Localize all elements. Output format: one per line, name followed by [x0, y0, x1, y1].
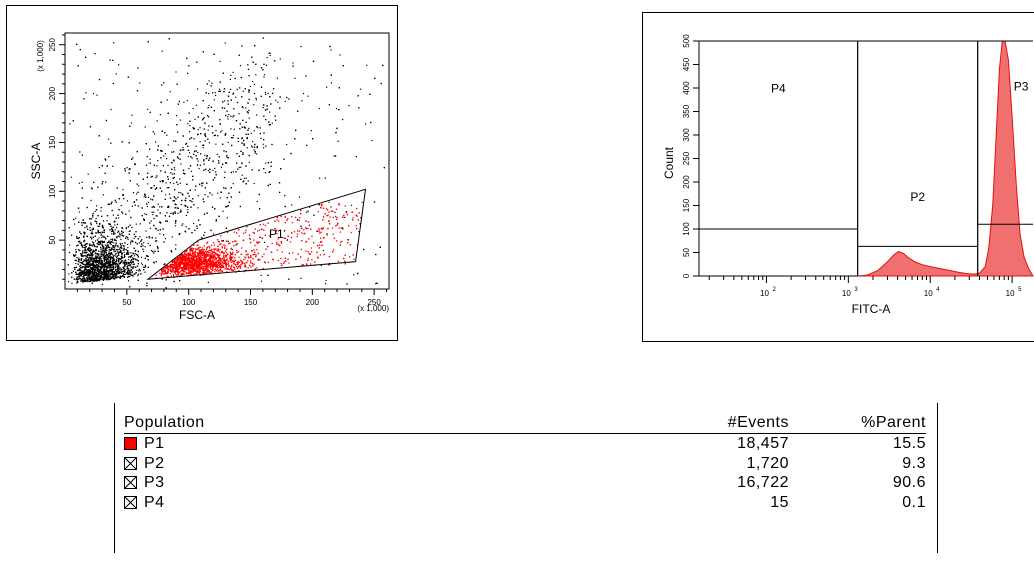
y-scale-note: (x 1,000)	[36, 40, 45, 72]
parent-percent: 90.6	[789, 473, 926, 493]
y-tick-label: 50	[682, 248, 691, 257]
y-tick-label: 150	[682, 198, 691, 212]
population-statistics-table: Population #Events %Parent P1 18,457 15.…	[114, 403, 939, 563]
x-tick-exponent: 5	[1018, 287, 1022, 293]
x-axis-label: FITC-A	[852, 302, 891, 316]
y-tick-label: 250	[682, 151, 691, 165]
x-tick-exponent: 3	[854, 287, 858, 293]
y-tick-label: 50	[48, 235, 57, 244]
y-tick-label: 100	[48, 184, 57, 198]
population-name: P3	[144, 474, 165, 491]
population-name: P2	[144, 455, 165, 472]
population-color-swatch	[124, 437, 137, 450]
x-tick-exponent: 2	[772, 287, 776, 293]
table-row: P1 18,457 15.5	[124, 434, 926, 454]
x-tick-label: 100	[182, 298, 196, 307]
y-tick-label: 200	[682, 175, 691, 189]
y-tick-label: 0	[682, 273, 691, 278]
y-axis-label: Count	[662, 146, 676, 179]
gate-p1-label: P1	[269, 227, 284, 241]
y-tick-label: 450	[682, 57, 691, 71]
population-crossed-swatch	[124, 457, 137, 470]
y-tick-label: 200	[48, 86, 57, 100]
population-name: P4	[144, 494, 165, 511]
x-tick-label: 150	[244, 298, 258, 307]
x-tick-exponent: 4	[936, 287, 940, 293]
x-tick-label: 10	[924, 289, 933, 298]
y-tick-label: 300	[682, 128, 691, 142]
gate-p3-label: P3	[1014, 79, 1029, 93]
y-axis-label: SSC-A	[29, 143, 43, 180]
scatter-plot-frame	[65, 33, 389, 289]
events-count: 18,457	[424, 434, 789, 454]
table-header-row: Population #Events %Parent	[124, 411, 926, 434]
x-scale-note: (x 1,000)	[357, 304, 389, 313]
header-parent: %Parent	[789, 411, 926, 434]
table-row: P2 1,720 9.3	[124, 454, 926, 474]
x-tick-label: 50	[122, 298, 131, 307]
table-row: P4 15 0.1	[124, 493, 926, 513]
histogram-area	[858, 41, 1033, 276]
population-name: P1	[144, 435, 165, 452]
x-tick-label: 10	[760, 289, 769, 298]
gate-p4-label: P4	[771, 82, 786, 96]
x-tick-label: 10	[842, 289, 851, 298]
y-tick-label: 150	[48, 135, 57, 149]
y-tick-label: 100	[682, 222, 691, 236]
population-crossed-swatch	[124, 496, 137, 509]
table-left-border	[114, 403, 115, 553]
parent-percent: 9.3	[789, 454, 926, 474]
header-population: Population	[124, 411, 424, 434]
x-tick-label: 200	[306, 298, 320, 307]
parent-percent: 15.5	[789, 434, 926, 454]
parent-percent: 0.1	[789, 493, 926, 513]
header-events: #Events	[424, 411, 789, 434]
population-crossed-swatch	[124, 476, 137, 489]
gate-p2-label: P2	[910, 190, 925, 204]
y-tick-label: 400	[682, 81, 691, 95]
x-tick-label: 10	[1006, 289, 1015, 298]
y-tick-label: 250	[48, 38, 57, 52]
table-right-border	[937, 403, 938, 553]
y-tick-label: 500	[682, 34, 691, 48]
events-count: 1,720	[424, 454, 789, 474]
events-count: 15	[424, 493, 789, 513]
y-tick-label: 350	[682, 104, 691, 118]
x-axis-label: FSC-A	[179, 308, 215, 322]
table-row: P3 16,722 90.6	[124, 473, 926, 493]
events-count: 16,722	[424, 473, 789, 493]
